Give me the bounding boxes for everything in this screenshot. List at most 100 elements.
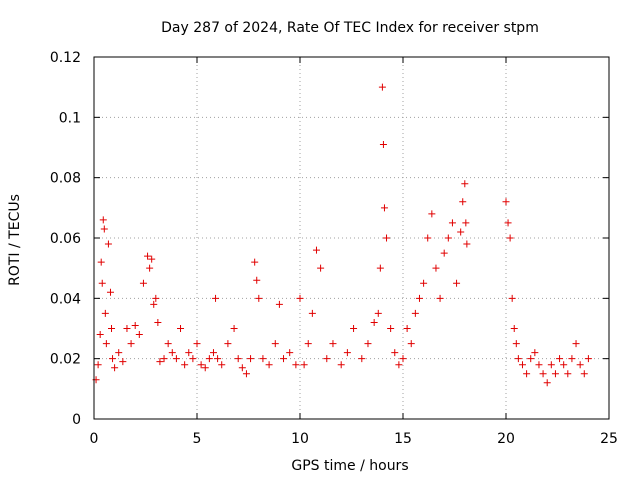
data-point (312, 246, 320, 254)
data-point (502, 198, 510, 206)
data-point (461, 180, 469, 188)
data-point (370, 318, 378, 326)
data-point (387, 325, 395, 332)
data-point (101, 309, 109, 317)
data-point (329, 340, 337, 348)
data-point (100, 225, 108, 233)
data-point (527, 355, 535, 363)
grid-lines (94, 57, 609, 419)
x-tick-label: 10 (291, 431, 309, 447)
data-point (224, 340, 232, 348)
data-point (259, 355, 267, 363)
data-point (343, 349, 351, 357)
data-point (323, 355, 331, 363)
data-point (432, 264, 440, 272)
data-point (547, 361, 555, 369)
y-tick-label: 0 (72, 412, 81, 428)
data-point (395, 361, 403, 369)
data-point (512, 340, 520, 348)
data-point (218, 361, 226, 369)
x-tick-label: 20 (497, 431, 515, 447)
data-point (399, 355, 407, 363)
data-point (462, 219, 470, 227)
data-point (99, 216, 107, 224)
data-point (300, 361, 308, 369)
x-tick-label: 5 (193, 431, 202, 447)
data-point (510, 325, 518, 332)
data-point (459, 198, 467, 206)
data-point (531, 349, 539, 357)
data-point (94, 361, 102, 369)
data-point (234, 355, 242, 363)
data-point (265, 361, 273, 369)
data-point (523, 370, 531, 378)
data-point (350, 325, 358, 332)
data-point (317, 264, 325, 272)
data-point (378, 83, 386, 91)
data-point (296, 294, 304, 302)
data-point (568, 355, 576, 363)
data-point (308, 309, 316, 317)
data-point (444, 234, 452, 242)
data-point (242, 370, 250, 378)
data-point (379, 140, 387, 148)
y-axis-label: ROTI / TECUs (7, 194, 23, 286)
axis-ticks (93, 56, 610, 420)
data-point (115, 349, 123, 357)
data-point (551, 370, 559, 378)
data-point (212, 294, 220, 302)
x-tick-label: 25 (600, 431, 618, 447)
data-point (411, 309, 419, 317)
data-point (358, 355, 366, 363)
data-point (168, 349, 176, 357)
data-point (193, 340, 201, 348)
data-point (457, 228, 465, 236)
chart-title: Day 287 of 2024, Rate Of TEC Index for r… (161, 20, 539, 36)
data-point (292, 361, 300, 369)
data-point (304, 340, 312, 348)
data-point (135, 331, 143, 339)
data-point (407, 340, 415, 348)
data-point (102, 340, 110, 348)
data-point (376, 264, 384, 272)
data-point (209, 349, 217, 357)
data-point (201, 364, 209, 372)
data-point (154, 318, 162, 326)
data-point (253, 276, 261, 284)
data-point (109, 355, 117, 363)
data-point (453, 279, 461, 287)
data-point (238, 364, 246, 372)
data-point (144, 252, 152, 260)
data-point (391, 349, 399, 357)
data-point (152, 294, 160, 302)
data-point (539, 370, 547, 378)
data-point (214, 355, 222, 363)
x-tick-labels: 0 5 10 15 20 25 (90, 431, 618, 447)
x-tick-label: 15 (394, 431, 412, 447)
data-point (560, 361, 568, 369)
data-point (150, 300, 158, 308)
data-point (286, 349, 294, 357)
data-point (364, 340, 372, 348)
data-point (514, 355, 522, 363)
data-point (271, 340, 279, 348)
y-tick-label: 0.04 (50, 291, 81, 307)
data-point (436, 294, 444, 302)
data-point (506, 234, 514, 242)
data-point (504, 219, 512, 227)
data-point (255, 294, 263, 302)
data-point (111, 364, 119, 372)
data-point (508, 294, 516, 302)
data-point (463, 240, 471, 248)
x-axis-label: GPS time / hours (291, 458, 408, 474)
data-point (374, 309, 382, 317)
y-tick-label: 0.06 (50, 231, 81, 247)
data-point (564, 370, 572, 378)
y-tick-label: 0.02 (50, 352, 81, 368)
data-point (535, 361, 543, 369)
data-point (197, 361, 205, 369)
data-point (108, 325, 116, 332)
